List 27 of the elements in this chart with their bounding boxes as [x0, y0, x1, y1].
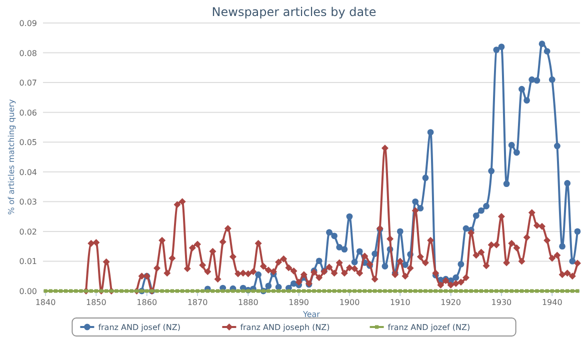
- x-tick-label: 1870: [187, 298, 208, 307]
- x-tick-label: 1930: [491, 298, 512, 307]
- y-axis-title: % of articles matching query: [7, 98, 16, 215]
- y-tick-label: 0.00: [19, 287, 37, 296]
- x-tick-label: 1910: [390, 298, 410, 307]
- legend-label: franz AND josef (NZ): [98, 323, 180, 332]
- legend-label: franz AND jozef (NZ): [388, 323, 470, 332]
- x-tick-label: 1860: [136, 298, 158, 307]
- y-tick-label: 0.08: [19, 48, 37, 58]
- x-tick-label: 1900: [339, 298, 360, 307]
- x-axis-title: Year: [302, 310, 321, 319]
- y-tick-label: 0.05: [19, 138, 37, 148]
- y-tick-label: 0.06: [19, 108, 37, 118]
- chart-title: Newspaper articles by date: [212, 5, 376, 19]
- x-tick-label: 1850: [86, 298, 106, 307]
- y-tick-label: 0.01: [19, 257, 37, 266]
- x-tick-label: 1940: [542, 298, 562, 307]
- y-tick-label: 0.02: [19, 227, 37, 236]
- x-tick-label: 1840: [35, 298, 56, 307]
- x-tick-label: 1920: [440, 298, 461, 307]
- y-tick-label: 0.03: [19, 198, 37, 207]
- y-tick-label: 0.09: [19, 19, 37, 28]
- x-tick-label: 1890: [288, 298, 310, 307]
- x-tick-label: 1880: [238, 298, 258, 307]
- y-tick-label: 0.07: [19, 78, 37, 88]
- y-tick-label: 0.04: [19, 168, 37, 177]
- legend-label: franz AND joseph (NZ): [240, 323, 330, 332]
